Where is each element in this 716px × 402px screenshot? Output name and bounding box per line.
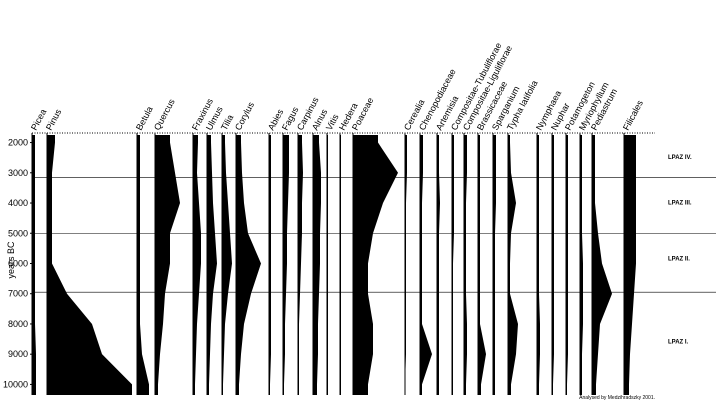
pollen-curve — [353, 135, 398, 395]
pollen-curve — [420, 135, 432, 395]
pollen-curve — [537, 135, 540, 395]
y-tick-label: 8000 — [8, 319, 28, 329]
zone-label: LPAZ I. — [668, 340, 689, 346]
y-tick-label: 9000 — [8, 349, 28, 359]
pollen-curve — [283, 135, 289, 395]
zone-label: LPAZ II. — [668, 256, 690, 262]
y-tick-label: 10000 — [3, 379, 28, 389]
pollen-curve — [592, 135, 612, 395]
pollen-curve — [236, 135, 261, 395]
y-tick-label: 7000 — [8, 289, 28, 299]
taxon-label: Pinus — [44, 107, 64, 132]
taxon-label: Tilia — [219, 113, 235, 132]
y-tick-label: 4000 — [8, 198, 28, 208]
zone-label: LPAZ III. — [668, 201, 692, 207]
pollen-curve — [452, 135, 454, 395]
pollen-curve — [313, 135, 321, 395]
pollen-curve — [437, 135, 440, 395]
pollen-curve — [464, 135, 467, 395]
credit: Analysed by Medzihradszky 2001. — [579, 395, 655, 401]
zone-label: LPAZ IV. — [668, 155, 692, 161]
y-axis-label: years BC — [6, 241, 16, 279]
pollen-curve — [32, 135, 36, 395]
pollen-curve — [269, 135, 271, 395]
pollen-curve — [155, 135, 180, 395]
pollen-curve — [580, 135, 583, 395]
y-tick-label: 5000 — [8, 228, 28, 238]
pollen-curve — [405, 135, 407, 395]
pollen-curve — [47, 135, 132, 395]
y-tick-label: 2000 — [8, 138, 28, 148]
y-tick-label: 3000 — [8, 168, 28, 178]
taxon-label: Filicales — [621, 98, 645, 132]
pollen-curve — [207, 135, 217, 395]
pollen-curve — [327, 135, 328, 395]
pollen-curve — [193, 135, 201, 395]
pollen-curve — [478, 135, 486, 395]
pollen-curve — [508, 135, 518, 395]
pollen-curve — [340, 135, 341, 395]
taxon-label: Quercus — [152, 97, 177, 132]
y-tick-label: 6000 — [8, 258, 28, 268]
pollen-curve — [222, 135, 232, 395]
pollen-curve — [566, 135, 568, 395]
pollen-curve — [552, 135, 554, 395]
taxon-label: Corylus — [233, 100, 256, 132]
pollen-curve — [493, 135, 496, 395]
pollen-curve — [624, 135, 636, 395]
pollen-curve — [298, 135, 303, 395]
pollen-curve — [137, 135, 149, 395]
